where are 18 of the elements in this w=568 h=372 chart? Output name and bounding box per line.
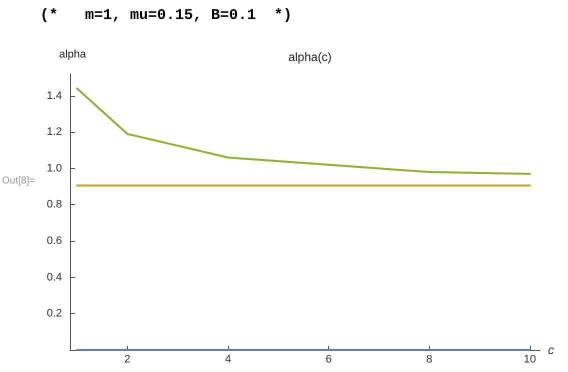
- y-tick-label: 0.6: [46, 235, 62, 248]
- x-tick-label: 2: [124, 354, 130, 366]
- y-tick-label: 1.2: [46, 126, 62, 138]
- text: Out[8]=: [2, 176, 36, 186]
- x-tick-label: 10: [524, 354, 536, 366]
- y-tick-label: 1.4: [46, 90, 62, 102]
- x-tick-label: 8: [426, 354, 432, 366]
- y-axis-title: alpha: [59, 48, 87, 60]
- x-tick-label: 6: [326, 354, 332, 366]
- x-axis-title: c: [548, 343, 554, 357]
- y-tick-label: 0.4: [46, 271, 62, 284]
- y-tick-label: 1.0: [46, 162, 62, 174]
- line-series: [76, 88, 531, 175]
- y-tick-label: 0.2: [46, 308, 62, 320]
- chart-title: alpha(c): [288, 50, 332, 64]
- text: (* m=1, mu=0.15, B=0.1 *): [40, 7, 292, 24]
- y-tick-label: 0.8: [46, 198, 62, 211]
- x-tick-label: 4: [224, 354, 232, 366]
